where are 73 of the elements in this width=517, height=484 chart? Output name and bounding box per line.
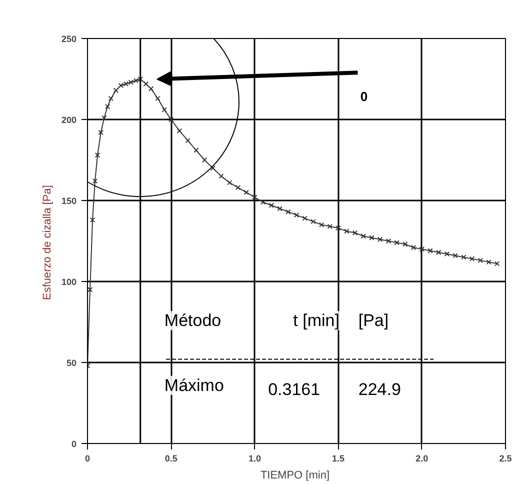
annotation: Máximo [164,376,224,395]
point [410,244,416,250]
point [218,174,224,179]
y-axis-title: Esfuerzo de cizalla [Pa] [41,185,54,300]
point [108,96,114,102]
point [98,130,104,136]
point [88,286,93,292]
point [327,224,333,230]
point [310,218,316,224]
point [143,81,149,86]
y-tick-label: 50 [66,358,77,368]
point [336,225,341,231]
point [486,259,492,265]
point [102,115,107,120]
x-tick-label: 2.5 [499,454,512,464]
x-tick-label: 2.0 [416,454,428,464]
point [386,238,392,244]
x-tick-label: 1.0 [248,454,261,464]
point [478,258,484,264]
point [277,206,282,212]
point [419,246,425,252]
point [162,107,168,112]
y-tick-label: 150 [61,196,77,206]
point [260,200,266,205]
point [394,240,400,246]
point [461,254,466,260]
point [294,212,300,218]
point [194,148,199,153]
point [168,116,174,122]
point [92,178,98,184]
point [176,128,182,134]
annotation: [Pa] [358,311,389,330]
point [344,228,350,234]
point [302,216,308,221]
point [185,138,190,144]
x-tick-label: 1.5 [332,454,345,464]
annotation: 0.3161 [268,380,320,399]
annotation: 224.9 [358,380,401,399]
point [94,152,100,158]
point [268,202,274,208]
point [148,86,154,92]
point [352,230,358,236]
point [377,236,383,242]
point [252,194,258,200]
point [90,217,96,223]
x-axis-title: TIEMPO [min] [260,470,330,482]
point [286,209,291,214]
point [436,250,442,255]
annotation: 0 [360,89,368,104]
point [428,248,433,254]
y-tick-label: 250 [61,34,77,44]
x-tick-label: 0.5 [164,454,178,464]
point [113,88,119,93]
point [360,234,366,239]
point [444,251,450,257]
point [244,190,249,196]
point [452,252,458,258]
point [369,235,374,240]
point [318,222,324,228]
x-tick-label: 0 [84,454,90,464]
annotation: t [min] [293,311,340,330]
point [155,96,160,102]
point [402,242,408,247]
point [227,180,232,186]
y-tick-label: 200 [61,115,77,125]
point [469,256,475,262]
point [210,165,216,171]
y-tick-label: 0 [71,439,77,449]
point [104,104,110,110]
point [202,157,208,163]
point [235,184,241,190]
annotation: Método [164,311,222,330]
y-tick-label: 100 [61,277,77,287]
